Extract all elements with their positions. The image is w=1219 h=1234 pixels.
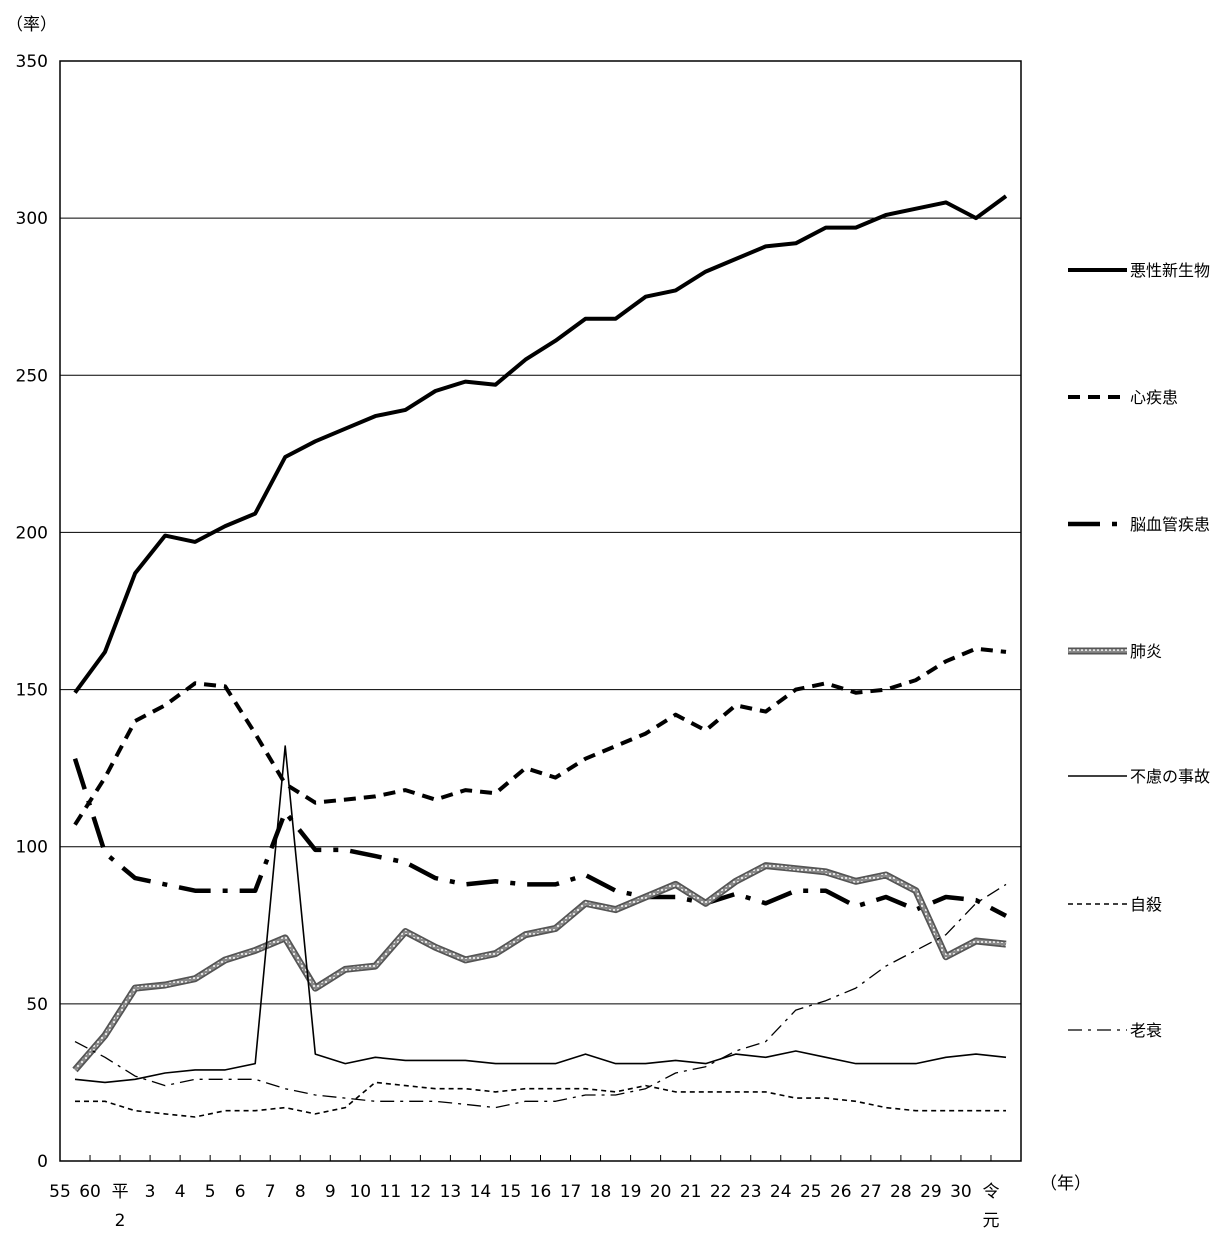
legend-label: 不慮の事故 xyxy=(1130,767,1210,786)
x-tick-label: 60 xyxy=(79,1182,101,1202)
x-axis-ticks: 55 60 平23 4 5 6 7 8 9 10 11 12 13 14 15 16 17 18 19 20 21 22 2… xyxy=(49,1155,999,1231)
x-tick-label: 14 xyxy=(470,1182,492,1202)
series-6 xyxy=(75,1081,1006,1118)
legend-label: 自殺 xyxy=(1130,895,1162,914)
y-tick-label: 200 xyxy=(16,523,48,543)
y-tick-label: 50 xyxy=(26,995,48,1015)
series-line xyxy=(74,883,1007,1109)
legend-item: 心疾患 xyxy=(1068,388,1178,407)
x-tick-label: 4 xyxy=(175,1182,186,1202)
series-line xyxy=(73,863,1007,1072)
x-tick-label: 26 xyxy=(830,1182,852,1202)
x-tick-label: 7 xyxy=(265,1182,276,1202)
legend-label: 肺炎 xyxy=(1130,642,1162,661)
x-tick-label: 5 xyxy=(205,1182,216,1202)
x-tick-label: 18 xyxy=(590,1182,612,1202)
x-tick-label: 22 xyxy=(710,1182,732,1202)
plot-area xyxy=(59,60,1022,1162)
series-7 xyxy=(74,883,1007,1109)
series-5 xyxy=(74,745,1007,1084)
y-axis-label: （率） xyxy=(6,15,57,35)
y-tick-label: 0 xyxy=(37,1152,48,1172)
x-tick-label: 2 xyxy=(115,1211,126,1231)
x-tick-label: 30 xyxy=(950,1182,972,1202)
x-tick-label: 12 xyxy=(410,1182,432,1202)
x-tick-label: 27 xyxy=(860,1182,882,1202)
gridlines xyxy=(60,217,1021,1005)
x-tick-label: 11 xyxy=(380,1182,402,1202)
x-tick-label: 令 xyxy=(982,1182,999,1202)
x-tick-label: 10 xyxy=(349,1182,371,1202)
series-1 xyxy=(73,194,1008,694)
legend-label: 脳血管疾患 xyxy=(1130,515,1210,534)
y-tick-label: 350 xyxy=(16,52,48,72)
x-tick-label: 15 xyxy=(500,1182,522,1202)
y-tick-label: 150 xyxy=(16,681,48,701)
legend-item: 老衰 xyxy=(1068,1021,1162,1040)
legend-item: 肺炎 xyxy=(1068,642,1162,661)
x-tick-label: 25 xyxy=(800,1182,822,1202)
series-4 xyxy=(72,862,1007,1073)
x-tick-label: 23 xyxy=(740,1182,762,1202)
x-tick-label: 19 xyxy=(620,1182,642,1202)
series-line xyxy=(73,194,1008,694)
legend-item: 自殺 xyxy=(1068,895,1162,914)
series-lines xyxy=(72,194,1008,1118)
x-tick-label: 6 xyxy=(235,1182,246,1202)
x-tick-label: 21 xyxy=(680,1182,702,1202)
legend-item: 脳血管疾患 xyxy=(1068,515,1210,534)
x-tick-label: 8 xyxy=(295,1182,306,1202)
legend-item: 悪性新生物 xyxy=(1068,261,1210,280)
x-tick-label: 16 xyxy=(530,1182,552,1202)
legend-label: 悪性新生物 xyxy=(1130,261,1210,280)
x-tick-label: 9 xyxy=(325,1182,336,1202)
x-tick-label: 17 xyxy=(560,1182,582,1202)
series-line xyxy=(73,646,1007,826)
x-tick-label: 13 xyxy=(440,1182,462,1202)
legend-label: 心疾患 xyxy=(1130,388,1178,407)
series-2 xyxy=(73,646,1007,826)
series-line xyxy=(74,745,1007,1084)
x-tick-label: 20 xyxy=(650,1182,672,1202)
y-tick-label: 300 xyxy=(16,209,48,229)
series-line xyxy=(75,1081,1006,1118)
x-tick-label: 24 xyxy=(770,1182,792,1202)
y-tick-label: 250 xyxy=(16,366,48,386)
legend-item: 不慮の事故 xyxy=(1068,767,1210,786)
x-tick-label: 元 xyxy=(982,1211,999,1231)
x-tick-label: 29 xyxy=(920,1182,942,1202)
x-tick-label: 平 xyxy=(112,1182,129,1202)
series-3 xyxy=(72,758,1008,918)
x-tick-label: 3 xyxy=(145,1182,156,1202)
x-axis-label: （年） xyxy=(1040,1174,1091,1194)
series-line xyxy=(72,758,1008,918)
y-tick-label: 100 xyxy=(16,838,48,858)
y-axis-ticks: 0 50 100 150 200 250 300 350 xyxy=(16,52,48,1172)
legend-label: 老衰 xyxy=(1130,1021,1162,1040)
x-tick-label: 55 xyxy=(49,1182,71,1202)
x-tick-label: 28 xyxy=(890,1182,912,1202)
